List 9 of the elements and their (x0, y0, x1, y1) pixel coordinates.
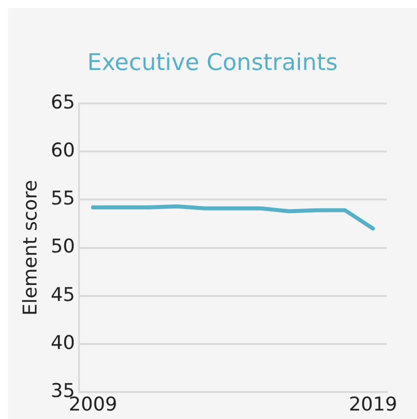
y-tick-label: 50 (50, 236, 75, 258)
y-axis-title: Element score (19, 180, 42, 316)
x-tick-label: 2019 (348, 394, 398, 416)
y-tick-label: 65 (50, 91, 75, 114)
y-tick-label: 55 (50, 188, 75, 210)
chart-title: Executive Constraints (86, 50, 339, 76)
y-tick-label: 40 (50, 332, 75, 354)
y-tick-label: 45 (50, 284, 75, 306)
y-tick-label: 60 (50, 139, 75, 162)
